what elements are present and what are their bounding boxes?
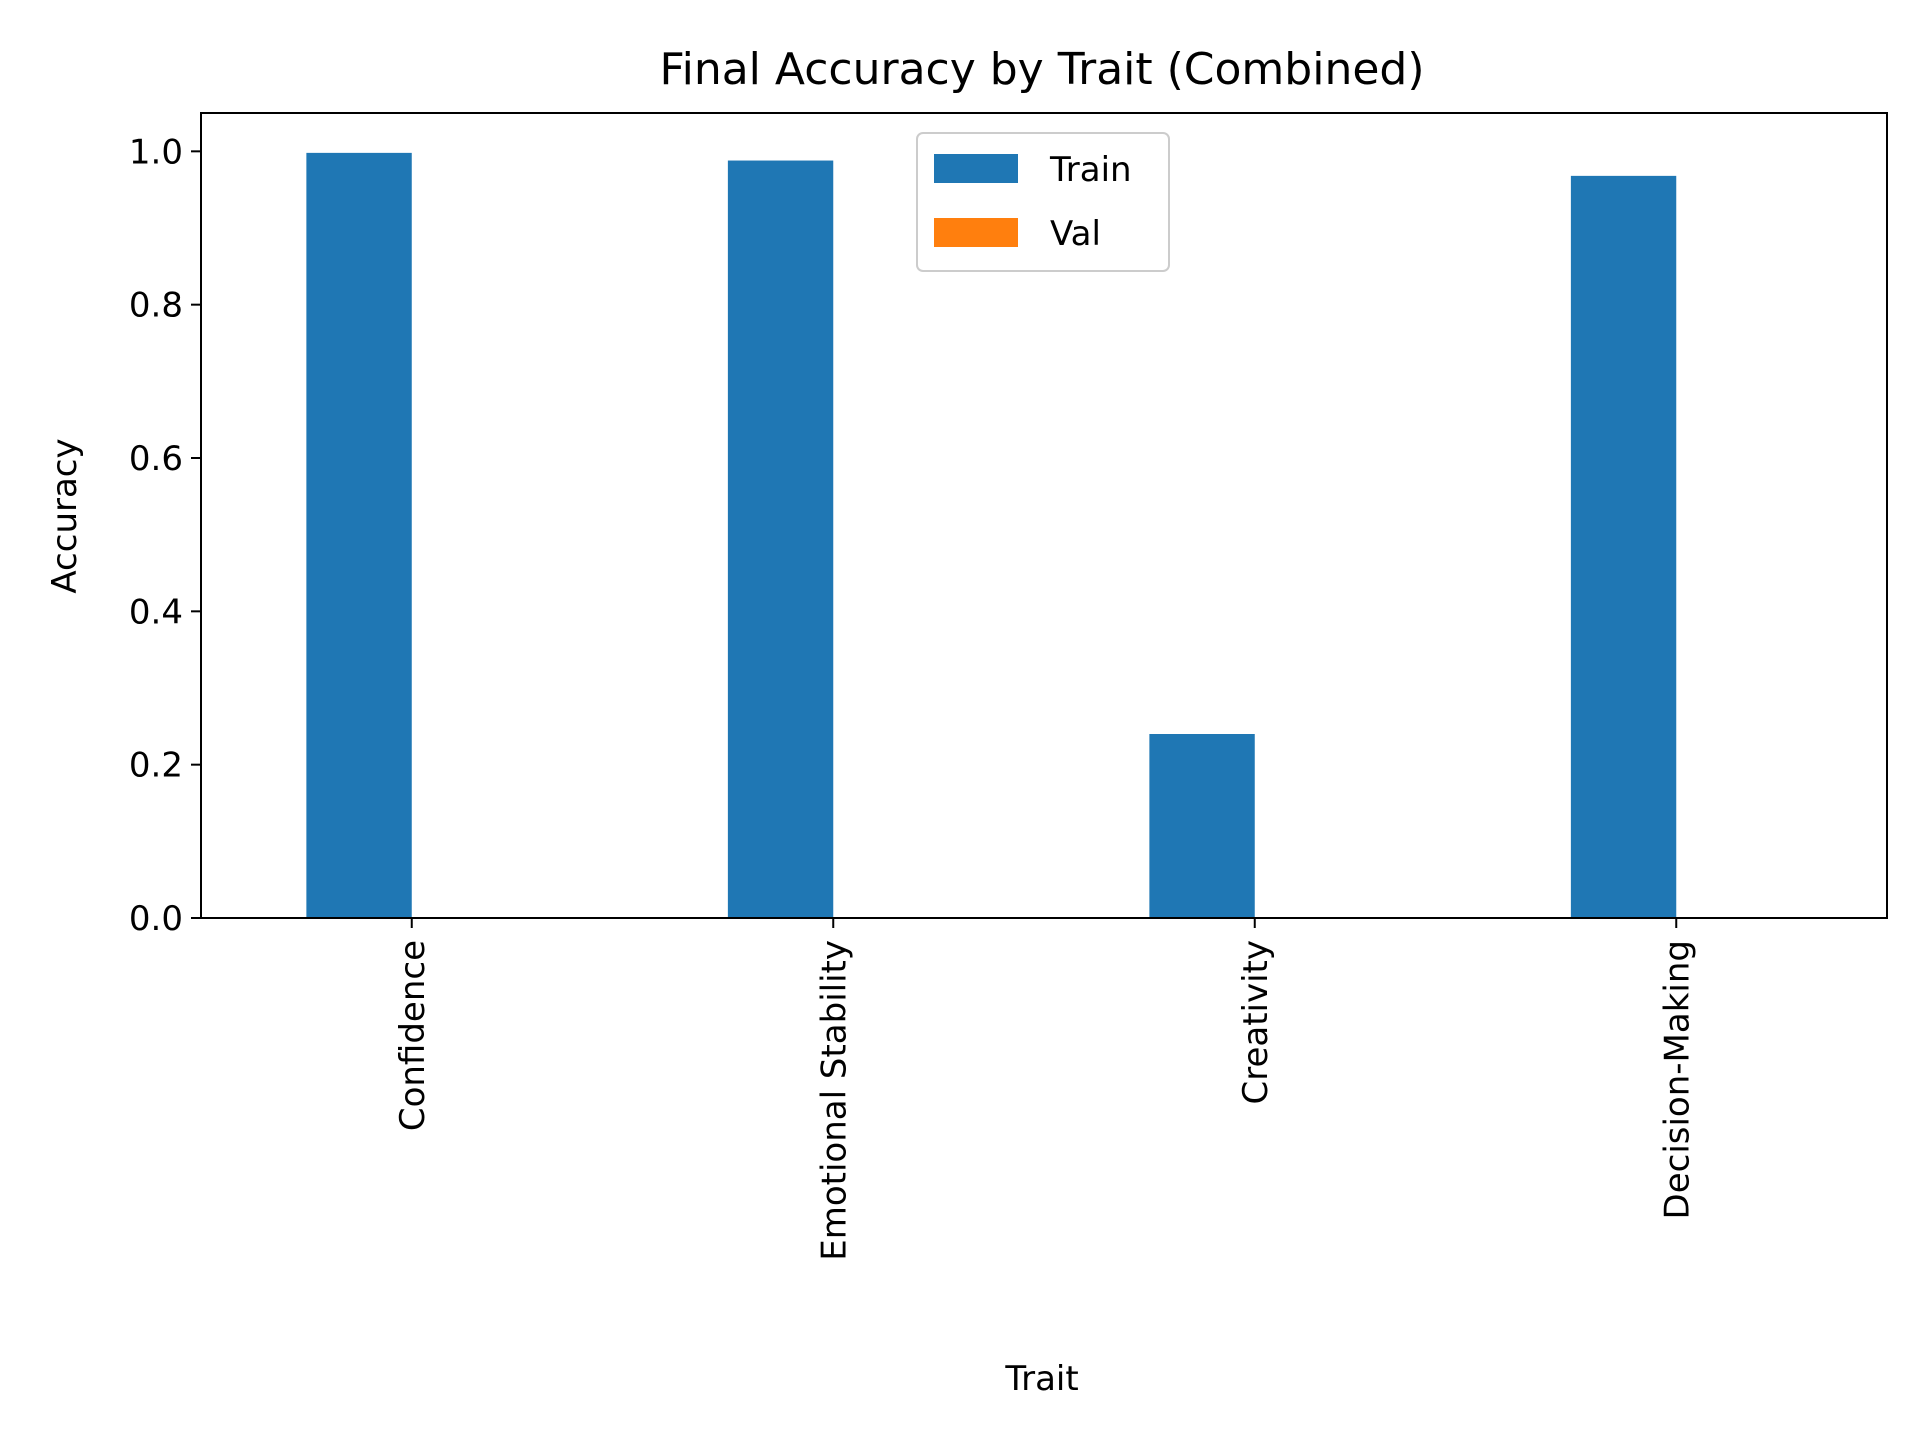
y-axis: 0.0 0.2 0.4 0.6 0.8 1.0 (129, 132, 201, 939)
bar-train-emotional-stability[interactable] (727, 160, 834, 919)
x-tick-label: Confidence (393, 940, 433, 1131)
y-tick-label: 0.0 (129, 899, 183, 939)
plot-frame (200, 112, 1888, 919)
y-tick-label: 0.6 (129, 439, 183, 479)
y-tick-label: 1.0 (129, 132, 183, 172)
x-tick-label: Emotional Stability (814, 940, 854, 1261)
x-axis-label: Trait (1004, 1359, 1078, 1399)
bar-train-confidence[interactable] (306, 152, 412, 918)
x-tick-label: Creativity (1236, 940, 1276, 1105)
legend-label-val: Val (1050, 214, 1101, 254)
legend-swatch-val (934, 218, 1018, 247)
legend-swatch-train (934, 154, 1018, 183)
x-tick-label: Decision-Making (1657, 940, 1697, 1219)
y-tick-label: 0.2 (129, 746, 183, 786)
bar-train-creativity[interactable] (1149, 734, 1255, 918)
legend-label-train: Train (1049, 150, 1132, 190)
y-tick-label: 0.8 (129, 286, 183, 326)
bar-train-decision-making[interactable] (1570, 175, 1677, 918)
legend[interactable]: Train Val (916, 132, 1170, 272)
y-axis-label: Accuracy (45, 438, 85, 593)
y-tick-label: 0.4 (129, 592, 183, 632)
x-axis: Confidence Emotional Stability Creativity D… (393, 918, 1697, 1261)
chart-title: Final Accuracy by Trait (Combined) (659, 44, 1424, 95)
bar-group (306, 152, 1677, 919)
